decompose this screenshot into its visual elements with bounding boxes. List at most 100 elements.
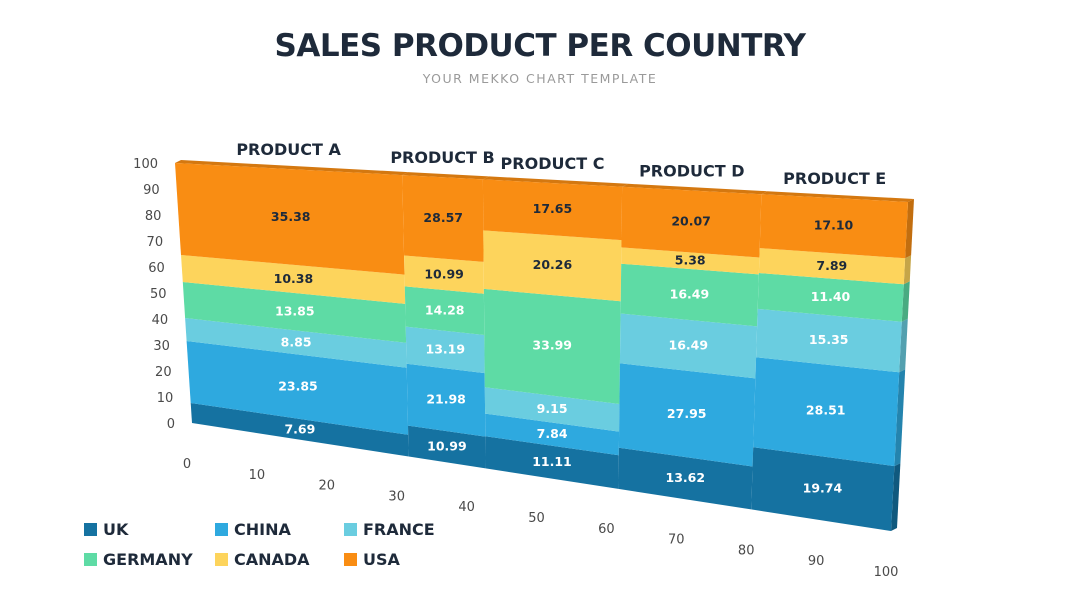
segment-product-d-canada bbox=[621, 247, 760, 275]
y-tick-label: 40 bbox=[152, 313, 169, 328]
segment-product-b-uk bbox=[408, 425, 486, 469]
data-label: 11.40 bbox=[811, 289, 851, 304]
legend-label: FRANCE bbox=[363, 519, 435, 539]
data-label: 13.85 bbox=[275, 304, 315, 319]
product-label: PRODUCT E bbox=[783, 169, 886, 188]
x-tick-label: 40 bbox=[458, 500, 475, 515]
data-label: 10.99 bbox=[424, 266, 464, 281]
legend-item-germany: GERMANY bbox=[84, 548, 193, 570]
segment-product-b-usa bbox=[402, 175, 484, 262]
segment-product-c-uk bbox=[485, 436, 619, 489]
segment-product-e-china bbox=[753, 357, 900, 467]
data-label: 8.85 bbox=[281, 334, 312, 349]
chart-label-layer: 7.69 23.85 8.85 13.85 10.38 35.38 PRODUCT A 10.… bbox=[133, 140, 898, 580]
segment-product-c-china bbox=[485, 413, 620, 456]
legend-item-uk: UK bbox=[84, 518, 128, 540]
data-label: 33.99 bbox=[532, 337, 572, 352]
product-label: PRODUCT B bbox=[390, 148, 494, 167]
legend-label: UK bbox=[103, 519, 129, 539]
segment-product-e-germany bbox=[757, 273, 904, 322]
legend: UK CHINA FRANCE GERMANY CANADA USA bbox=[84, 518, 484, 578]
segment-product-e-usa bbox=[759, 194, 908, 259]
x-tick-label: 100 bbox=[874, 565, 899, 580]
top-face bbox=[622, 183, 768, 195]
y-tick-label: 90 bbox=[143, 183, 160, 198]
legend-swatch bbox=[84, 552, 97, 566]
data-label: 35.38 bbox=[271, 209, 311, 224]
segment-product-d-usa bbox=[621, 186, 762, 258]
product-label: PRODUCT C bbox=[501, 154, 605, 173]
data-label: 13.19 bbox=[426, 342, 466, 357]
y-tick-label: 50 bbox=[150, 287, 167, 302]
segment-product-e-france bbox=[756, 308, 902, 373]
legend-label: GERMANY bbox=[103, 549, 193, 569]
x-tick-label: 90 bbox=[808, 554, 825, 569]
side-face bbox=[901, 281, 910, 322]
side-face bbox=[903, 255, 912, 285]
data-label: 7.69 bbox=[284, 421, 315, 436]
y-tick-label: 10 bbox=[157, 391, 174, 406]
segment-product-e-uk bbox=[751, 447, 895, 531]
segment-product-b-china bbox=[406, 363, 486, 437]
legend-swatch bbox=[344, 522, 357, 536]
y-tick-label: 70 bbox=[147, 235, 164, 250]
data-label: 13.62 bbox=[666, 470, 706, 485]
data-label: 27.95 bbox=[667, 406, 707, 421]
legend-item-china: CHINA bbox=[215, 518, 291, 540]
chart-front-layer bbox=[175, 163, 908, 531]
segment-product-a-uk bbox=[190, 403, 409, 457]
segment-product-d-france bbox=[619, 313, 758, 379]
product-label: PRODUCT A bbox=[236, 140, 341, 159]
data-label: 17.10 bbox=[814, 218, 854, 233]
segment-product-a-china bbox=[186, 341, 409, 435]
side-face bbox=[899, 318, 908, 373]
data-label: 10.38 bbox=[274, 271, 314, 286]
segment-product-a-france bbox=[185, 318, 407, 368]
segment-product-e-canada bbox=[758, 248, 906, 285]
x-tick-label: 10 bbox=[249, 468, 266, 483]
y-tick-label: 60 bbox=[148, 261, 165, 276]
data-label: 19.74 bbox=[803, 480, 843, 495]
data-label: 28.57 bbox=[423, 210, 463, 225]
legend-item-usa: USA bbox=[344, 548, 400, 570]
x-tick-label: 50 bbox=[528, 511, 545, 526]
data-label: 7.89 bbox=[816, 258, 847, 273]
y-tick-label: 80 bbox=[145, 209, 162, 224]
legend-item-france: FRANCE bbox=[344, 518, 435, 540]
x-tick-label: 80 bbox=[738, 543, 755, 558]
side-face bbox=[894, 369, 906, 467]
chart-depth-layer bbox=[175, 160, 914, 531]
top-face bbox=[175, 160, 409, 176]
data-label: 5.38 bbox=[675, 253, 706, 268]
data-label: 7.84 bbox=[537, 426, 568, 441]
legend-label: CHINA bbox=[234, 519, 291, 539]
chart-subtitle: YOUR MEKKO CHART TEMPLATE bbox=[422, 71, 658, 86]
legend-label: USA bbox=[363, 549, 400, 569]
data-label: 16.49 bbox=[669, 337, 709, 352]
side-face bbox=[891, 463, 901, 531]
data-label: 10.99 bbox=[427, 439, 467, 454]
data-label: 28.51 bbox=[806, 403, 846, 418]
segment-product-d-china bbox=[618, 363, 756, 467]
y-tick-label: 100 bbox=[133, 157, 158, 172]
side-face bbox=[905, 199, 914, 259]
data-label: 16.49 bbox=[670, 287, 710, 302]
segment-product-a-usa bbox=[175, 163, 405, 275]
segment-product-b-france bbox=[405, 326, 485, 374]
x-tick-label: 70 bbox=[668, 533, 685, 548]
product-label: PRODUCT D bbox=[639, 162, 744, 181]
x-tick-label: 60 bbox=[598, 522, 615, 537]
data-label: 9.15 bbox=[537, 401, 568, 416]
segment-product-d-germany bbox=[620, 263, 759, 327]
legend-swatch bbox=[215, 552, 228, 566]
x-tick-label: 30 bbox=[388, 489, 405, 504]
segment-product-c-france bbox=[484, 387, 620, 432]
y-tick-label: 20 bbox=[155, 365, 172, 380]
segment-product-c-germany bbox=[483, 288, 621, 404]
segment-product-a-canada bbox=[181, 255, 406, 304]
segment-product-b-canada bbox=[404, 255, 484, 294]
data-label: 21.98 bbox=[426, 392, 466, 407]
data-label: 14.28 bbox=[425, 302, 465, 317]
legend-item-canada: CANADA bbox=[215, 548, 310, 570]
